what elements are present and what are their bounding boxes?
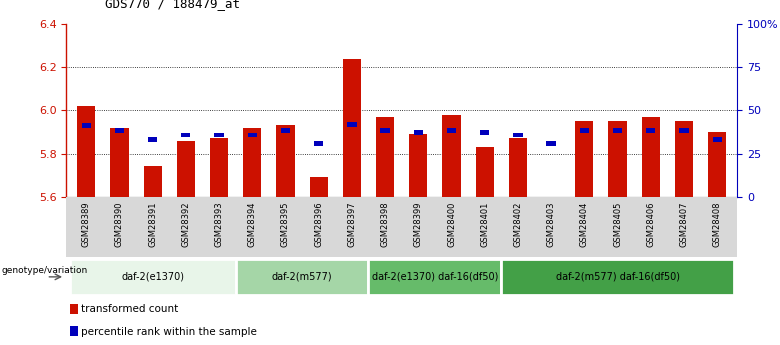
Bar [613, 128, 622, 133]
Text: genotype/variation: genotype/variation [2, 266, 87, 275]
Text: GSM28392: GSM28392 [181, 201, 190, 247]
Bar [642, 117, 660, 197]
Bar [177, 141, 195, 197]
Bar [679, 128, 689, 133]
FancyBboxPatch shape [502, 259, 734, 295]
Bar [310, 177, 328, 197]
Bar [509, 138, 527, 197]
Bar [442, 115, 461, 197]
Bar [708, 132, 726, 197]
Bar [413, 130, 423, 135]
Bar [547, 141, 556, 146]
Text: GSM28408: GSM28408 [713, 201, 722, 247]
Text: GSM28399: GSM28399 [414, 201, 423, 247]
Bar [181, 132, 190, 137]
Bar [243, 128, 261, 197]
FancyBboxPatch shape [69, 259, 236, 295]
Bar [347, 122, 356, 127]
Text: GSM28404: GSM28404 [580, 201, 589, 247]
Bar [376, 117, 394, 197]
FancyBboxPatch shape [368, 259, 502, 295]
Text: daf-2(m577) daf-16(df50): daf-2(m577) daf-16(df50) [555, 272, 679, 282]
Bar [513, 132, 523, 137]
Bar [712, 137, 722, 142]
Text: daf-2(e1370): daf-2(e1370) [121, 272, 184, 282]
Bar [580, 128, 589, 133]
Bar [115, 128, 124, 133]
Bar [148, 137, 158, 142]
Text: GSM28398: GSM28398 [381, 201, 389, 247]
Bar [342, 59, 361, 197]
Text: GSM28397: GSM28397 [347, 201, 356, 247]
Bar [77, 106, 95, 197]
Bar [410, 134, 427, 197]
Bar [646, 128, 655, 133]
Bar [608, 121, 626, 197]
Text: GDS770 / 188479_at: GDS770 / 188479_at [105, 0, 240, 10]
Bar [144, 167, 161, 197]
Bar [281, 128, 290, 133]
Bar [314, 141, 324, 146]
Bar [476, 147, 494, 197]
Bar [276, 126, 295, 197]
Text: percentile rank within the sample: percentile rank within the sample [81, 327, 257, 337]
Bar [69, 326, 78, 336]
Text: GSM28393: GSM28393 [215, 201, 224, 247]
Text: GSM28395: GSM28395 [281, 201, 290, 247]
Text: GSM28401: GSM28401 [480, 201, 489, 247]
FancyBboxPatch shape [236, 259, 368, 295]
Bar [110, 128, 129, 197]
Text: GSM28391: GSM28391 [148, 201, 157, 247]
Text: transformed count: transformed count [81, 304, 179, 314]
Bar [675, 121, 693, 197]
Text: GSM28400: GSM28400 [447, 201, 456, 247]
Bar [247, 132, 257, 137]
Bar [69, 304, 78, 314]
Text: GSM28394: GSM28394 [248, 201, 257, 247]
Text: GSM28406: GSM28406 [647, 201, 655, 247]
Bar [447, 128, 456, 133]
Text: GSM28403: GSM28403 [547, 201, 555, 247]
Bar [210, 138, 229, 197]
Text: GSM28396: GSM28396 [314, 201, 323, 247]
Text: GSM28390: GSM28390 [115, 201, 124, 247]
Bar [575, 121, 594, 197]
Bar [215, 132, 224, 137]
Text: GSM28402: GSM28402 [513, 201, 523, 247]
Text: daf-2(m577): daf-2(m577) [271, 272, 332, 282]
Text: daf-2(e1370) daf-16(df50): daf-2(e1370) daf-16(df50) [372, 272, 498, 282]
Text: GSM28405: GSM28405 [613, 201, 622, 247]
Bar [381, 128, 390, 133]
Text: GSM28389: GSM28389 [82, 201, 90, 247]
Bar [82, 123, 91, 128]
Bar [542, 197, 560, 203]
Text: GSM28407: GSM28407 [679, 201, 689, 247]
Bar [480, 130, 489, 135]
